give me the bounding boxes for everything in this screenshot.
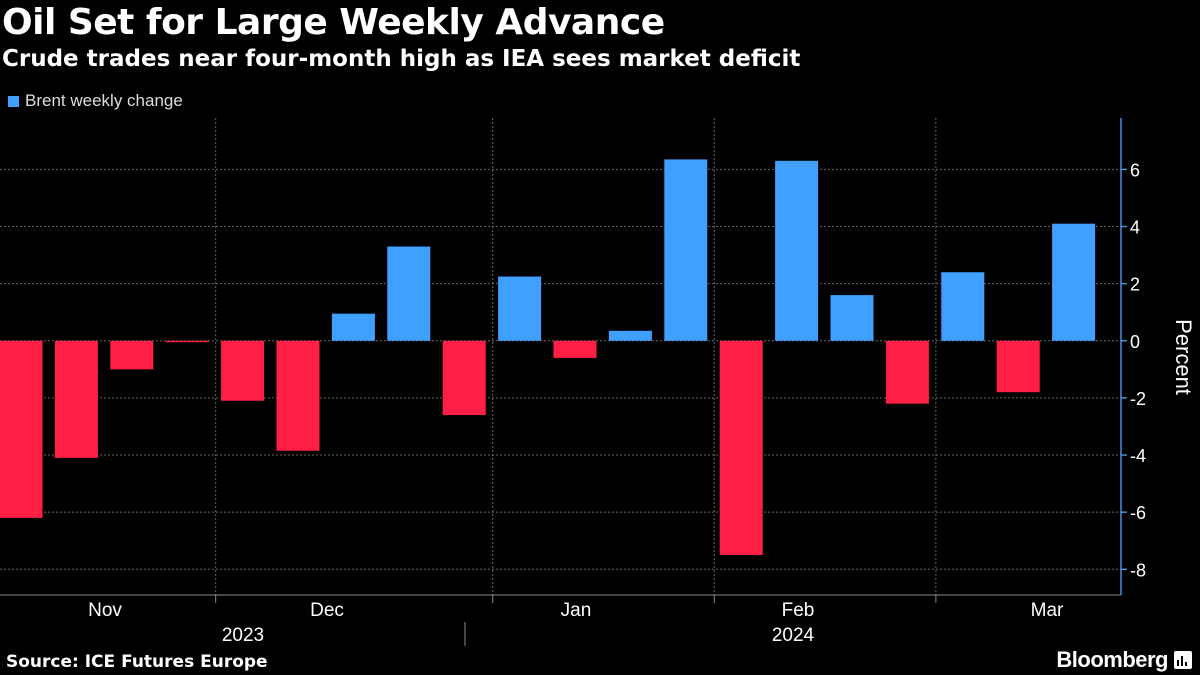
legend: Brent weekly change — [8, 91, 183, 111]
brand-text: Bloomberg — [1056, 647, 1168, 672]
bar — [941, 272, 985, 341]
month-label: Jan — [561, 600, 592, 621]
bar — [608, 330, 652, 341]
source-note: Source: ICE Futures Europe — [6, 652, 268, 672]
bar — [719, 340, 763, 556]
bar — [110, 340, 154, 370]
bar — [331, 313, 375, 341]
y-tick-label: -8 — [1130, 560, 1146, 580]
bar — [664, 159, 708, 341]
y-tick-label: 6 — [1130, 160, 1140, 180]
bar — [553, 340, 597, 358]
y-tick-label: 4 — [1130, 218, 1140, 238]
year-label: 2023 — [222, 625, 264, 646]
bar — [221, 340, 265, 401]
bar — [387, 246, 431, 341]
bar — [498, 276, 542, 341]
bar-chart-icon — [1174, 651, 1192, 669]
year-label: 2024 — [772, 625, 815, 646]
y-axis-label: Percent — [1171, 319, 1196, 395]
legend-swatch — [8, 95, 19, 107]
month-label: Nov — [88, 600, 122, 621]
bar — [276, 340, 320, 451]
bar — [996, 340, 1040, 393]
bloomberg-logo: Bloomberg — [1056, 647, 1192, 673]
y-tick-label: 0 — [1130, 332, 1140, 352]
bar — [775, 160, 819, 341]
bar — [830, 295, 874, 341]
bars — [0, 159, 1096, 556]
legend-label: Brent weekly change — [25, 91, 183, 110]
y-tick-label: -6 — [1130, 503, 1146, 523]
month-label: Feb — [782, 600, 815, 621]
bar — [1052, 223, 1096, 341]
bar — [0, 340, 43, 518]
bar — [165, 340, 209, 343]
chart-title: Oil Set for Large Weekly Advance — [2, 2, 665, 43]
bar — [54, 340, 98, 458]
month-label: Dec — [310, 600, 344, 621]
y-axis: 6 4 2 0 -2 -4 -6 -8 Percent — [1120, 118, 1196, 595]
bar — [885, 340, 929, 404]
y-tick-label: 2 — [1130, 275, 1140, 295]
month-label: Mar — [1031, 600, 1064, 621]
y-tick-label: -2 — [1130, 389, 1146, 409]
bar — [442, 340, 486, 416]
x-axis: Nov Dec Jan Feb Mar 2023 2024 — [0, 594, 1121, 646]
y-tick-label: -4 — [1130, 446, 1146, 466]
chart-subtitle: Crude trades near four-month high as IEA… — [2, 46, 801, 72]
